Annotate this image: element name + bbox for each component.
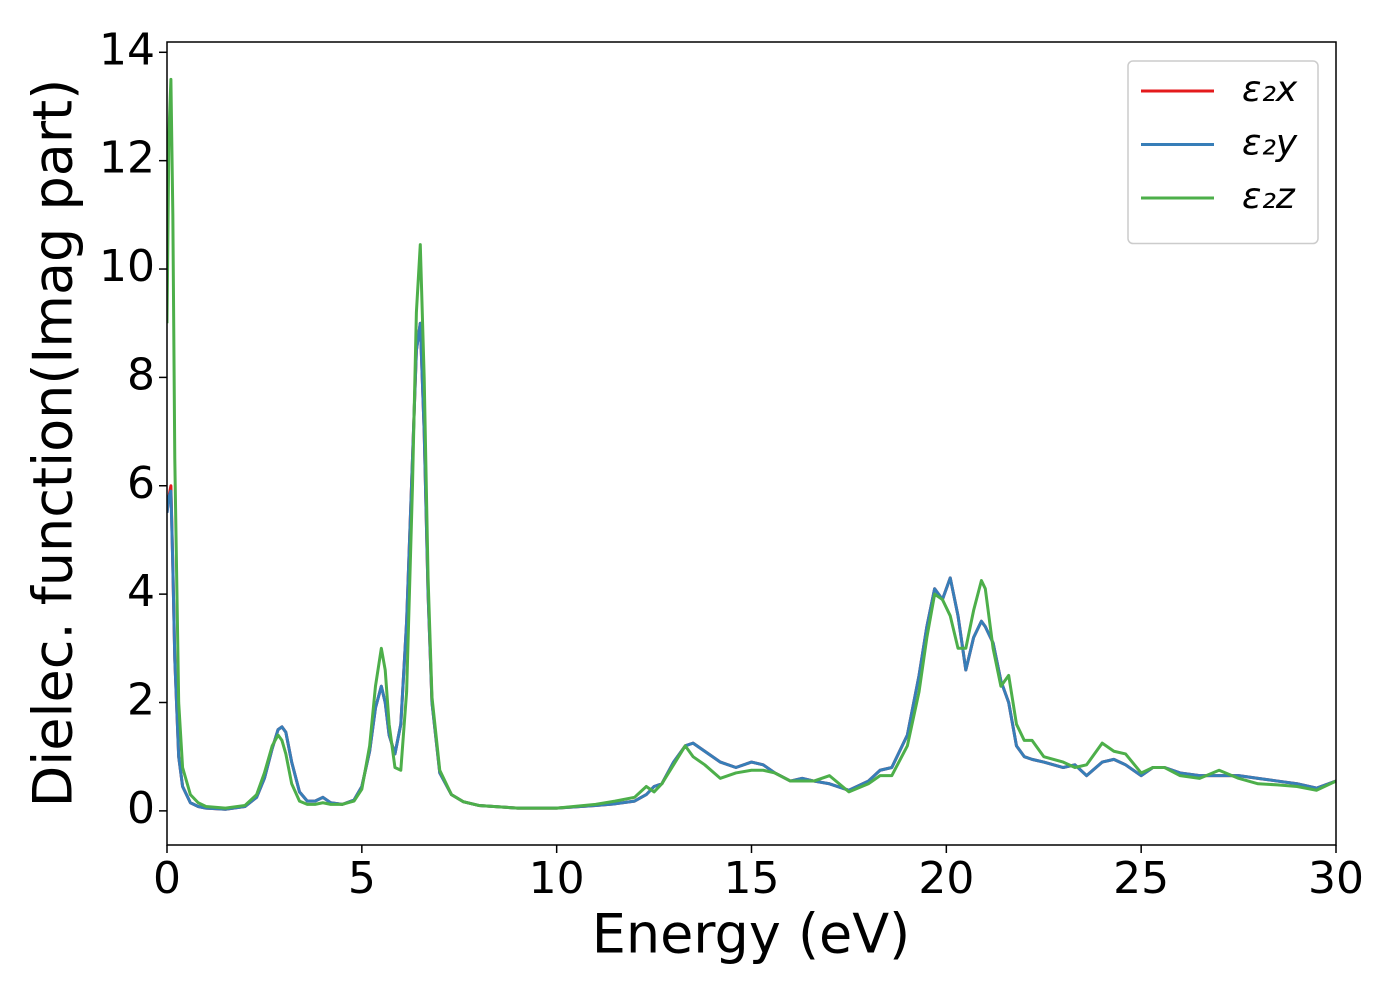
x-tick-label: 15 xyxy=(724,853,780,904)
plot-frame xyxy=(166,41,1337,846)
x-tick-label: 20 xyxy=(918,853,974,904)
y-axis-title: Dielec. function(Imag part) xyxy=(22,79,85,808)
y-tick-label: 14 xyxy=(99,24,155,75)
legend-label: ε₂x xyxy=(1242,69,1298,110)
x-tick-label: 5 xyxy=(348,853,376,904)
y-tick-label: 4 xyxy=(127,566,155,617)
y-tick-label: 0 xyxy=(127,783,155,834)
x-tick-label: 30 xyxy=(1308,853,1364,904)
legend-label: ε₂z xyxy=(1242,176,1296,217)
series-line xyxy=(167,77,1336,810)
y-tick-label: 8 xyxy=(127,349,155,400)
y-tick-label: 12 xyxy=(99,133,155,184)
legend-label: ε₂y xyxy=(1242,123,1298,164)
x-tick-label: 25 xyxy=(1113,853,1169,904)
x-axis-title: Energy (eV) xyxy=(592,903,911,966)
x-tick-label: 0 xyxy=(153,853,181,904)
x-tick-label: 10 xyxy=(529,853,585,904)
y-tick-label: 6 xyxy=(127,458,155,509)
y-tick-label: 2 xyxy=(127,674,155,725)
y-tick-label: 10 xyxy=(99,241,155,292)
